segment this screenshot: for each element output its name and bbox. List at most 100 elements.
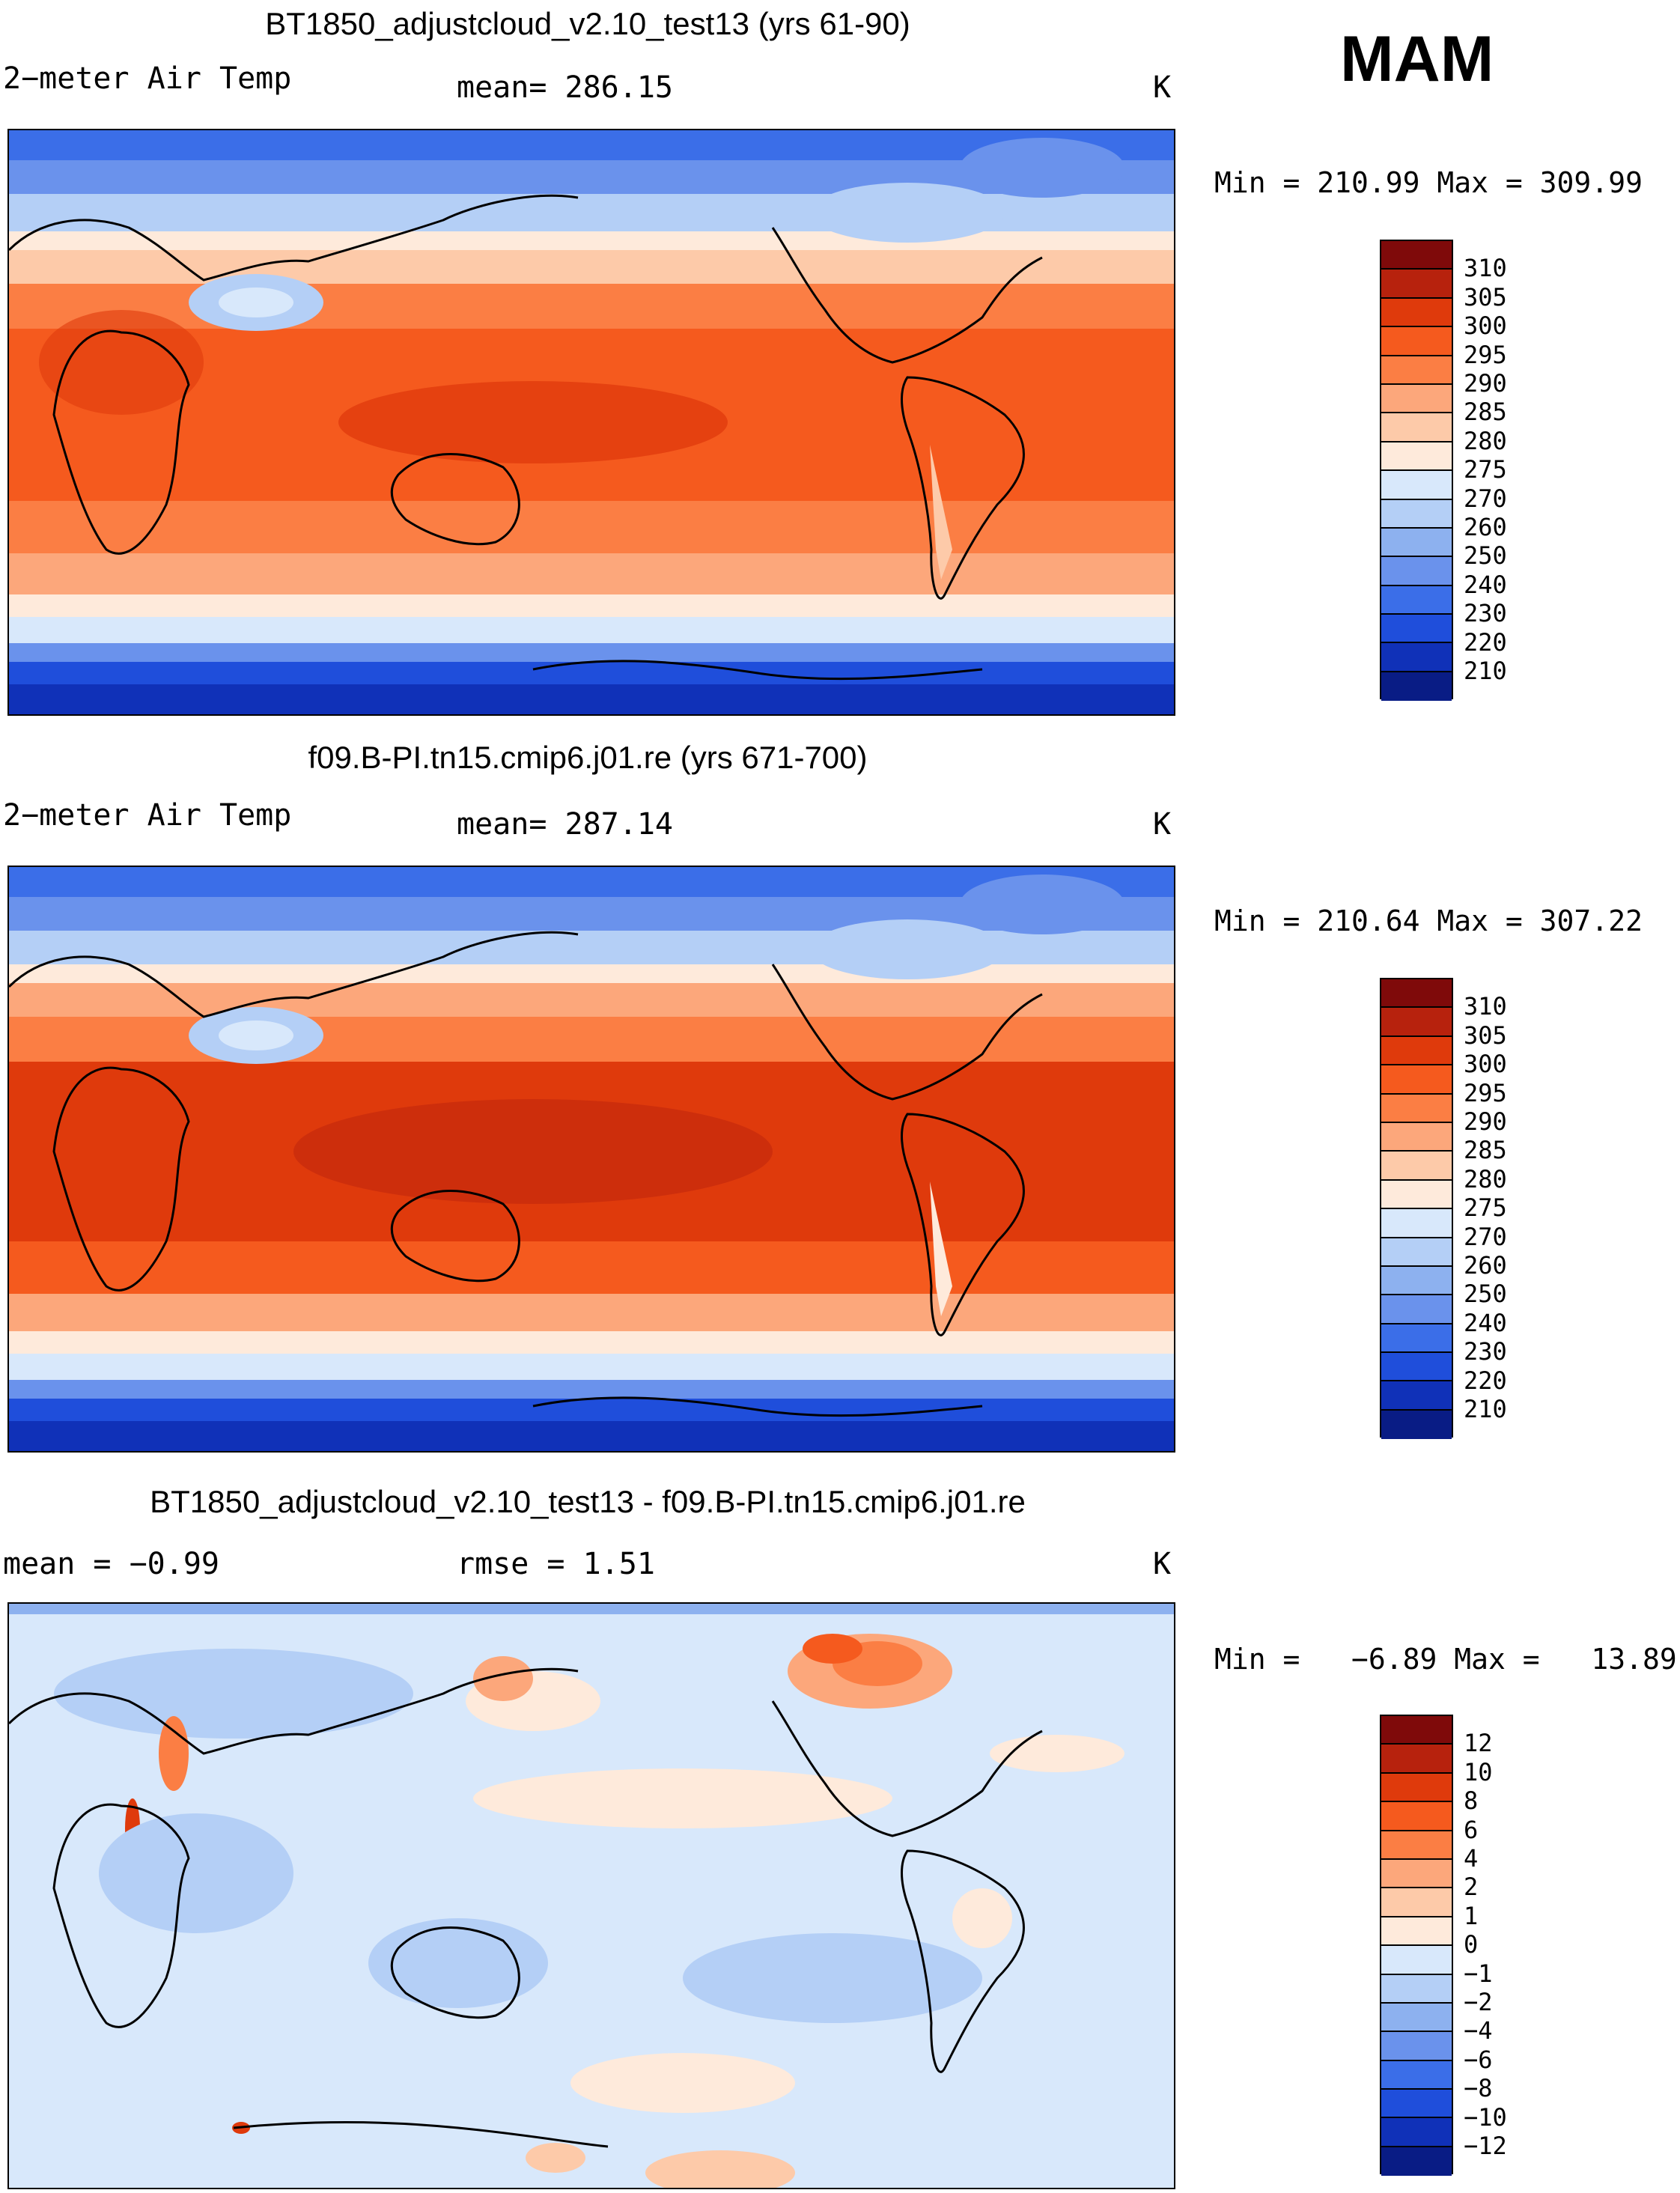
colorbar-swatch	[1381, 1381, 1452, 1411]
colorbar-tick-label: 280	[1464, 1164, 1507, 1193]
panel1-variable: 2−meter Air Temp	[3, 61, 292, 96]
colorbar-tick-label: −6	[1464, 2045, 1493, 2074]
colorbar-tick-label: −12	[1464, 2132, 1507, 2160]
colorbar-swatch	[1381, 1888, 1452, 1917]
colorbar-swatch	[1381, 585, 1452, 615]
colorbar-tick-label: −1	[1464, 1959, 1493, 1988]
colorbar-swatch	[1381, 1324, 1452, 1354]
colorbar-swatch	[1381, 298, 1452, 328]
colorbar-swatch	[1381, 1410, 1452, 1440]
colorbar-tick-label: −10	[1464, 2102, 1507, 2132]
panel2-mean: mean= 287.14	[457, 807, 673, 842]
colorbar-swatch	[1381, 1946, 1452, 1975]
colorbar-tick-label: 8	[1464, 1786, 1479, 1816]
colorbar-swatch	[1381, 1036, 1452, 1066]
colorbar-tick-label: 6	[1464, 1815, 1479, 1844]
colorbar-swatch	[1381, 384, 1452, 414]
panel2-minmax: Min = 210.64 Max = 307.22	[1214, 904, 1643, 937]
colorbar-swatch	[1381, 672, 1452, 702]
colorbar-tick-label: 4	[1464, 1844, 1479, 1873]
colorbar-swatch	[1381, 327, 1452, 356]
colorbar-tick-label: 230	[1464, 599, 1507, 628]
colorbar-swatch	[1381, 2032, 1452, 2061]
panel2-map	[7, 866, 1175, 1453]
colorbar-swatch	[1381, 471, 1452, 500]
colorbar-swatch	[1381, 2147, 1452, 2177]
colorbar-tick-label: 290	[1464, 1107, 1507, 1136]
panel3-map	[7, 1602, 1175, 2189]
colorbar-tick-label: 250	[1464, 541, 1507, 571]
colorbar-swatch	[1381, 1353, 1452, 1382]
colorbar-tick-label: 285	[1464, 1136, 1507, 1165]
colorbar-swatch	[1381, 1180, 1452, 1210]
colorbar-tick-label: 10	[1464, 1757, 1493, 1786]
colorbar-tick-label: 305	[1464, 282, 1507, 311]
colorbar-swatch	[1381, 270, 1452, 299]
panel3-title: BT1850_adjustcloud_v2.10_test13 - f09.B-…	[150, 1484, 1026, 1519]
panel2-variable: 2−meter Air Temp	[3, 798, 292, 833]
panel3-mean: mean = −0.99	[3, 1547, 219, 1581]
colorbar-swatch	[1381, 356, 1452, 385]
colorbar-tick-label: 300	[1464, 311, 1507, 341]
colorbar-swatch	[1381, 1295, 1452, 1324]
colorbar-swatch	[1381, 1065, 1452, 1095]
colorbar-swatch	[1381, 557, 1452, 586]
colorbar-swatch	[1381, 1008, 1452, 1037]
colorbar-swatch	[1381, 1917, 1452, 1947]
colorbar-tick-label: 275	[1464, 455, 1507, 484]
colorbar-tick-label: −4	[1464, 2016, 1493, 2046]
colorbar-swatch	[1381, 1773, 1452, 1803]
colorbar-tick-label: 270	[1464, 1222, 1507, 1251]
colorbar-swatch	[1381, 1266, 1452, 1296]
colorbar-swatch	[1381, 1209, 1452, 1238]
colorbar-swatch	[1381, 2118, 1452, 2147]
colorbar-swatch	[1381, 1094, 1452, 1123]
panel1-map	[7, 129, 1175, 716]
colorbar-tick-label: −8	[1464, 2074, 1493, 2103]
colorbar-tick-label: 285	[1464, 398, 1507, 427]
colorbar-swatch	[1381, 1859, 1452, 1889]
colorbar-tick-label: 210	[1464, 657, 1507, 685]
colorbar-swatch	[1381, 1802, 1452, 1831]
colorbar-swatch	[1381, 643, 1452, 672]
panel1-mean: mean= 286.15	[457, 70, 673, 105]
colorbar-swatch	[1381, 2003, 1452, 2033]
colorbar-swatch	[1381, 2090, 1452, 2119]
colorbar-swatch	[1381, 979, 1452, 1009]
colorbar-swatch	[1381, 1238, 1452, 1267]
panel1-title: BT1850_adjustcloud_v2.10_test13 (yrs 61-…	[265, 6, 910, 41]
panel2-map-svg	[9, 867, 1174, 1451]
colorbar-tick-label: 240	[1464, 1308, 1507, 1337]
colorbar-tick-label: 220	[1464, 627, 1507, 657]
colorbar-tick-label: 250	[1464, 1280, 1507, 1309]
season-label: MAM	[1340, 23, 1494, 95]
panel3-rmse: rmse = 1.51	[457, 1547, 655, 1581]
colorbar-tick-label: 260	[1464, 513, 1507, 541]
colorbar-tick-label: 295	[1464, 1078, 1507, 1107]
colorbar-tick-label: 300	[1464, 1050, 1507, 1079]
colorbar-tick-label: 12	[1464, 1729, 1493, 1758]
colorbar-swatch	[1381, 499, 1452, 529]
colorbar-tick-label: 305	[1464, 1021, 1507, 1050]
colorbar-tick-label: 310	[1464, 992, 1507, 1021]
panel1-units: K	[1153, 70, 1172, 105]
colorbar-tick-label: 210	[1464, 1395, 1507, 1423]
colorbar-swatch	[1381, 2060, 1452, 2090]
colorbar-tick-label: −2	[1464, 1988, 1493, 2016]
panel2-units: K	[1153, 807, 1172, 842]
colorbar-tick-label: 2	[1464, 1873, 1479, 1902]
colorbar-tick-label: 295	[1464, 340, 1507, 369]
colorbar-swatch	[1381, 241, 1452, 270]
colorbar-tick-label: 275	[1464, 1193, 1507, 1223]
panel3-minmax: Min = −6.89 Max = 13.89	[1214, 1643, 1677, 1676]
panel3-units: K	[1153, 1547, 1172, 1581]
panel1-minmax: Min = 210.99 Max = 309.99	[1214, 166, 1643, 199]
colorbar-swatch	[1381, 1745, 1452, 1774]
colorbar-swatch	[1381, 1152, 1452, 1181]
panel3-map-svg	[9, 1604, 1174, 2188]
colorbar-swatch	[1381, 413, 1452, 442]
panel3-colorbar	[1380, 1715, 1453, 2177]
colorbar-tick-label: 260	[1464, 1251, 1507, 1280]
colorbar-tick-label: 1	[1464, 1901, 1479, 1930]
